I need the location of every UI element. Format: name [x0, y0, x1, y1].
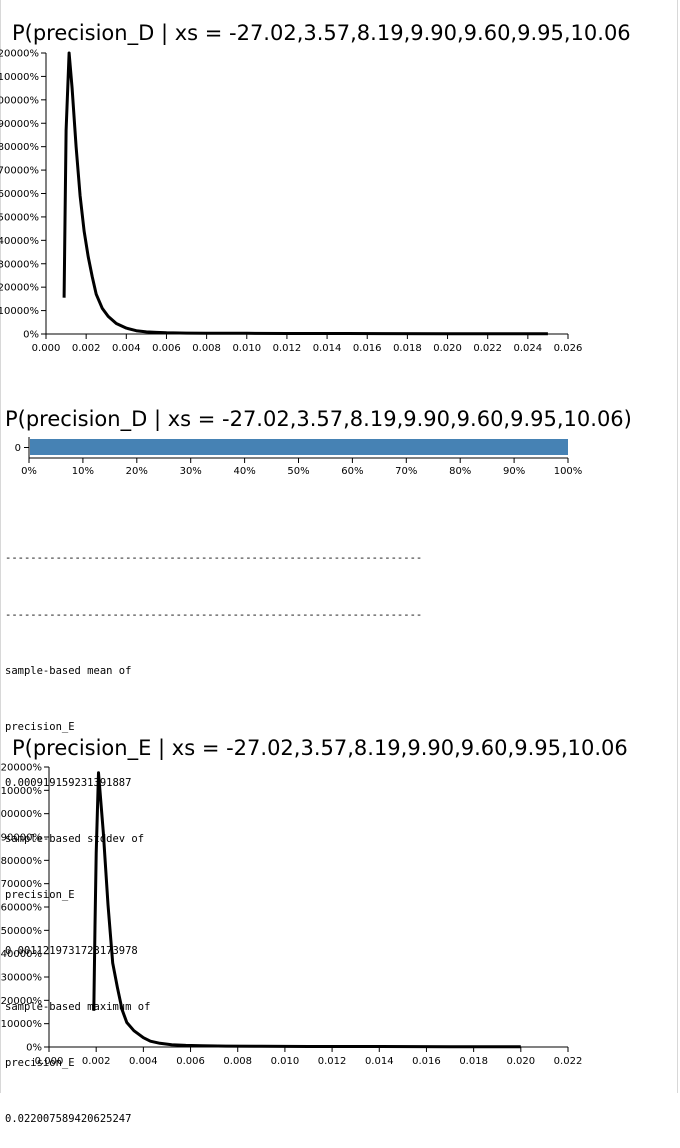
- y-tick-label: 40000%: [1, 949, 42, 960]
- page-frame: [0, 0, 678, 1093]
- x-tick-label: 50%: [287, 466, 309, 477]
- x-tick-label: 70%: [395, 466, 417, 477]
- x-tick-label: 0.008: [192, 343, 221, 354]
- x-tick-label: 0.004: [112, 343, 141, 354]
- y-tick-label: 60000%: [0, 189, 39, 200]
- y-tick-label: 90000%: [1, 833, 42, 844]
- x-tick-label: 0.000: [35, 1056, 64, 1067]
- y-tick-label: 10000%: [1, 1019, 42, 1030]
- x-tick-label: 0%: [21, 466, 37, 477]
- x-tick-label: 0.010: [232, 343, 261, 354]
- output-line: precision_E: [5, 888, 75, 901]
- x-tick-label: 40%: [233, 466, 255, 477]
- x-tick-label: 0.008: [223, 1056, 252, 1067]
- x-tick-label: 0.002: [82, 1056, 111, 1067]
- chart-1-density-plot: 0.000 0.002 0.004 0.006 0.008 0.010 0.012 0.014…: [0, 49, 583, 355]
- x-tick-label: 0.018: [459, 1056, 488, 1067]
- bar: [30, 439, 568, 455]
- y-tick-label: 10000%: [0, 306, 39, 317]
- x-tick-label: 0.006: [152, 343, 181, 354]
- y-tick-label: 110000%: [0, 786, 42, 797]
- y-tick-label: 0%: [23, 330, 39, 341]
- x-tick-label: 90%: [503, 466, 525, 477]
- x-tick-label: 0.004: [129, 1056, 158, 1067]
- y-tick-label: 30000%: [0, 259, 39, 270]
- x-tick-label: 0.012: [318, 1056, 347, 1067]
- x-tick-label: 10%: [72, 466, 94, 477]
- output-line: 0.0011219731723173978: [5, 945, 138, 958]
- x-tick-label: 100%: [554, 466, 583, 477]
- y-tick-label: 0: [15, 443, 21, 454]
- y-tick-label: 60000%: [1, 903, 42, 914]
- y-tick-label: 20000%: [0, 283, 39, 294]
- y-tick-label: 0%: [26, 1043, 42, 1054]
- x-tick-label: 0.012: [273, 343, 302, 354]
- x-tick-label: 0.006: [176, 1056, 205, 1067]
- y-tick-label: 70000%: [1, 879, 42, 890]
- x-tick-label: 0.020: [506, 1056, 535, 1067]
- y-tick-label: 120000%: [0, 763, 42, 774]
- x-tick-label: 0.022: [473, 343, 502, 354]
- y-tick-label: 20000%: [1, 996, 42, 1007]
- output-line: sample-based maximum of: [5, 1001, 151, 1014]
- y-tick-label: 120000%: [0, 49, 39, 60]
- separator-line: ----------------------------------------…: [5, 608, 423, 621]
- y-tick-label: 100000%: [0, 809, 42, 820]
- y-tick-label: 90000%: [0, 119, 39, 130]
- y-tick-label: 70000%: [0, 166, 39, 177]
- x-tick-label: 0.014: [365, 1056, 394, 1067]
- chart-2-title: P(precision_D | xs = -27.02,3.57,8.19,9.…: [5, 407, 632, 431]
- x-tick-label: 30%: [180, 466, 202, 477]
- x-tick-label: 20%: [126, 466, 148, 477]
- x-tick-label: 0.026: [554, 343, 583, 354]
- x-tick-label: 0.018: [393, 343, 422, 354]
- separator-line: ----------------------------------------…: [5, 552, 423, 565]
- y-tick-label: 50000%: [1, 926, 42, 937]
- density-line: [92, 771, 521, 1049]
- y-tick-label: 50000%: [0, 212, 39, 223]
- x-tick-label: 0.002: [72, 343, 101, 354]
- output-line: precision_E: [5, 720, 75, 733]
- y-tick-label: 40000%: [0, 236, 39, 247]
- x-tick-label: 0.024: [514, 343, 543, 354]
- x-tick-label: 0.016: [412, 1056, 441, 1067]
- output-line: precision_E: [5, 1057, 75, 1070]
- output-line: sample-based mean of: [5, 664, 132, 677]
- x-tick-label: 0.000: [32, 343, 61, 354]
- x-tick-label: 0.022: [554, 1056, 583, 1067]
- y-tick-label: 110000%: [0, 72, 39, 83]
- chart-2-bar-plot: 0 0% 10% 20% 30% 40% 50% 60% 70% 80% 90% 100%: [15, 437, 583, 477]
- x-tick-label: 0.014: [313, 343, 342, 354]
- y-tick-label: 80000%: [1, 856, 42, 867]
- x-tick-label: 0.016: [353, 343, 382, 354]
- x-tick-label: 80%: [449, 466, 471, 477]
- density-line: [62, 51, 548, 336]
- x-tick-label: 60%: [341, 466, 363, 477]
- y-tick-label: 100000%: [0, 95, 39, 106]
- y-tick-label: 30000%: [1, 973, 42, 984]
- y-tick-label: 80000%: [0, 142, 39, 153]
- chart-3-title: P(precision_E | xs = -27.02,3.57,8.19,9.…: [12, 736, 628, 760]
- output-line: 0.022007589420625247: [5, 1113, 132, 1126]
- chart-1-title: P(precision_D | xs = -27.02,3.57,8.19,9.…: [12, 21, 631, 45]
- x-tick-label: 0.010: [271, 1056, 300, 1067]
- chart-3-density-plot: 0.000 0.002 0.004 0.006 0.008 0.010 0.012 0.014…: [0, 763, 583, 1068]
- x-tick-label: 0.020: [433, 343, 462, 354]
